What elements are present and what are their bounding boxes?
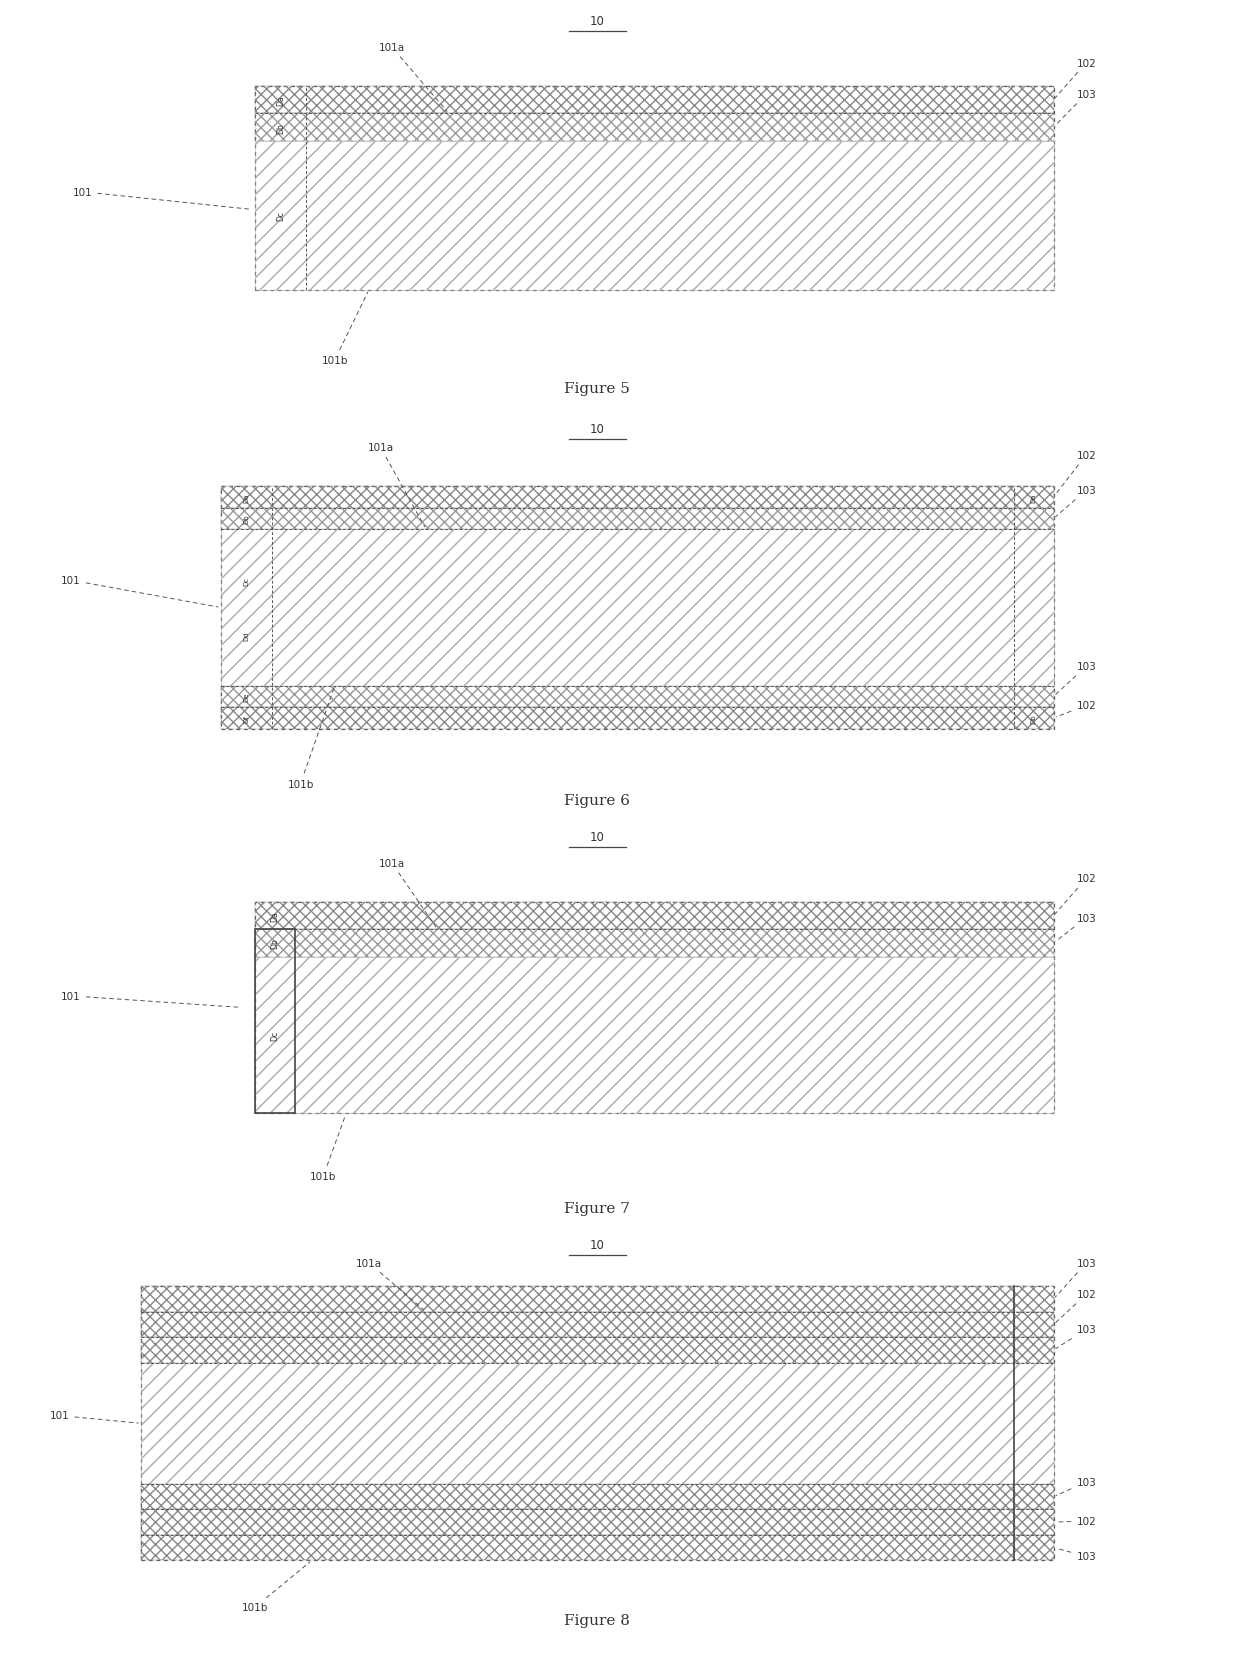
Bar <box>255 957 1054 1113</box>
Bar <box>221 529 1054 686</box>
Text: 101b: 101b <box>310 1117 345 1181</box>
Text: 103: 103 <box>1055 914 1096 942</box>
Text: 102: 102 <box>1055 58 1096 98</box>
Text: 10: 10 <box>590 423 605 436</box>
Text: 103: 103 <box>1055 1325 1096 1348</box>
Text: 103: 103 <box>1055 1258 1096 1298</box>
Bar <box>255 902 1054 1113</box>
Bar <box>221 686 1054 707</box>
Bar <box>141 1338 1054 1363</box>
Text: 102: 102 <box>1056 1516 1096 1526</box>
Text: Figure 8: Figure 8 <box>564 1612 630 1627</box>
Text: Df: Df <box>243 716 249 722</box>
Bar <box>141 1286 1054 1311</box>
Text: Dc: Dc <box>277 211 285 221</box>
Text: 10: 10 <box>590 830 605 844</box>
Text: 102: 102 <box>1056 701 1096 717</box>
Text: De: De <box>243 692 249 702</box>
Text: Figure 6: Figure 6 <box>564 794 630 807</box>
Text: Dc: Dc <box>270 1030 279 1040</box>
Text: 101a: 101a <box>356 1258 424 1310</box>
Bar <box>141 1363 1054 1484</box>
Text: 103: 103 <box>1056 1548 1096 1561</box>
Text: 101b: 101b <box>242 1562 310 1612</box>
Bar <box>221 509 1054 529</box>
Text: 101a: 101a <box>378 859 436 927</box>
Bar <box>255 115 1054 141</box>
Text: 101: 101 <box>61 992 241 1008</box>
Text: 101a: 101a <box>378 43 448 111</box>
Bar <box>255 87 1054 290</box>
Text: Da: Da <box>243 493 249 503</box>
Text: Da: Da <box>270 910 279 922</box>
Text: 10: 10 <box>590 1238 605 1251</box>
Text: 101a: 101a <box>367 443 425 527</box>
Bar <box>255 930 295 1113</box>
Bar <box>141 1311 1054 1338</box>
Bar <box>141 1534 1054 1561</box>
Bar <box>221 488 1054 509</box>
Text: Db: Db <box>270 938 279 948</box>
Text: 101b: 101b <box>288 689 334 789</box>
Text: 102: 102 <box>1055 874 1096 914</box>
Text: 103: 103 <box>1055 662 1096 696</box>
Bar <box>255 141 1054 290</box>
Text: 103: 103 <box>1055 486 1096 518</box>
Text: 101: 101 <box>50 1411 138 1423</box>
Bar <box>255 87 1054 115</box>
Text: Da: Da <box>1030 493 1037 503</box>
Text: Da: Da <box>277 95 285 106</box>
Text: 103: 103 <box>1056 1478 1096 1496</box>
Bar <box>255 902 1054 930</box>
Text: Dd: Dd <box>243 631 249 641</box>
Text: 101: 101 <box>61 576 218 607</box>
Bar <box>221 707 1054 729</box>
Bar <box>255 930 1054 957</box>
Text: Db: Db <box>277 123 285 133</box>
Text: Dc: Dc <box>243 576 249 586</box>
Text: Db: Db <box>243 514 249 524</box>
Text: 102: 102 <box>1055 451 1096 496</box>
Bar <box>141 1484 1054 1509</box>
Bar <box>141 1286 1054 1561</box>
Text: 101b: 101b <box>321 293 368 366</box>
Text: 101: 101 <box>72 188 252 210</box>
Bar <box>221 488 1054 729</box>
Text: Figure 7: Figure 7 <box>564 1201 630 1215</box>
Text: 10: 10 <box>590 15 605 28</box>
Text: Db: Db <box>1030 714 1037 724</box>
Bar <box>141 1509 1054 1534</box>
Text: 103: 103 <box>1055 90 1096 126</box>
Text: 102: 102 <box>1055 1290 1096 1323</box>
Text: Figure 5: Figure 5 <box>564 383 630 396</box>
